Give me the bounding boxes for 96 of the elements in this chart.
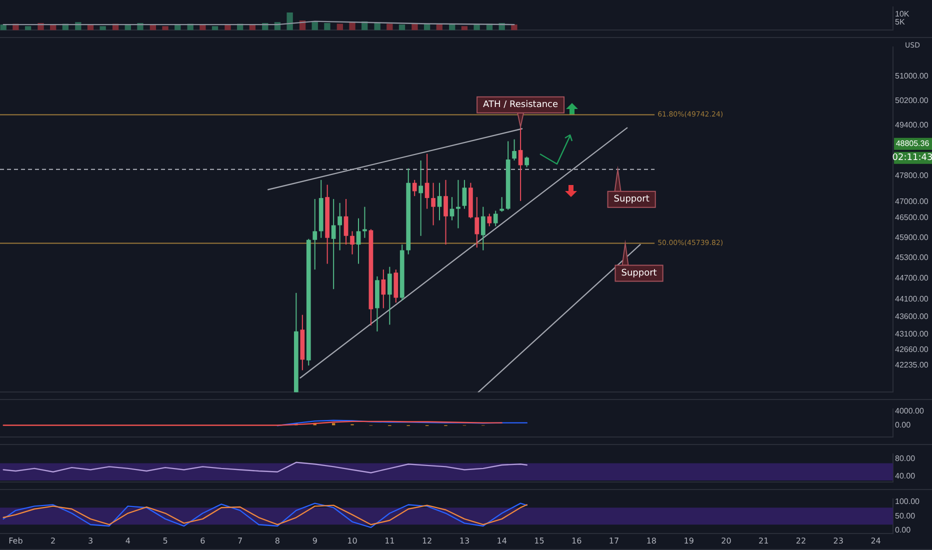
bar: [336, 24, 344, 30]
y-tick-label: 42660.00: [895, 345, 929, 354]
bar: [0, 24, 6, 30]
annotation: 48805.36: [896, 139, 930, 148]
y-tick-label: 49400.00: [895, 120, 929, 130]
candlestick: [338, 202, 342, 251]
bar: [286, 12, 293, 30]
y-tick-label: 51000.00: [895, 72, 929, 81]
bar: [474, 24, 480, 30]
bar: [162, 26, 168, 30]
bar: [200, 24, 206, 30]
bar: [324, 22, 330, 30]
y-tick-label: 44100.00: [895, 294, 929, 304]
x-tick-label: 15: [534, 536, 544, 546]
candlestick: [387, 266, 392, 326]
y-tick-label: 100.00: [895, 497, 920, 506]
y-tick-label: 45900.00: [895, 233, 929, 242]
x-tick-label: 24: [870, 536, 881, 546]
x-tick-label: 19: [684, 536, 694, 546]
y-tick-label: 0.00: [895, 420, 912, 430]
y-tick-label: 4000.00: [895, 406, 924, 416]
candlestick: [480, 206, 486, 251]
x-tick-label: 17: [608, 536, 620, 546]
x-tick-label: 7: [238, 536, 243, 546]
candlestick: [356, 218, 361, 264]
x-tick-label: 3: [88, 536, 94, 546]
y-tick-label: 50.00: [895, 511, 916, 520]
candlestick: [500, 196, 504, 212]
x-tick-label: 14: [496, 536, 507, 546]
x-tick-label: 23: [833, 536, 844, 546]
bar: [386, 24, 393, 30]
bar: [374, 22, 380, 30]
annotation: ATH / Resistance: [483, 100, 558, 110]
y-tick-label: 45300.00: [895, 253, 929, 262]
x-tick-label: 5: [162, 536, 168, 546]
x-tick-label: 21: [758, 536, 769, 546]
candlestick: [344, 198, 348, 246]
candlestick: [381, 269, 386, 309]
x-tick-label: 11: [384, 536, 395, 546]
y-tick-label: 10K: [895, 9, 910, 18]
bar: [511, 24, 518, 30]
y-tick-label: 43100.00: [895, 329, 929, 338]
y-tick-label: 43600.00: [895, 312, 929, 321]
candlestick: [512, 138, 516, 161]
candlestick: [350, 230, 354, 255]
y-tick-label: 0.00: [895, 525, 912, 534]
x-tick-label: 2: [50, 536, 56, 546]
candlestick: [474, 196, 480, 248]
candlestick: [462, 179, 467, 210]
x-tick-label: 18: [646, 536, 657, 546]
x-tick-label: 20: [721, 536, 732, 546]
y-tick-label: 40.00: [895, 471, 916, 480]
bar: [436, 24, 442, 30]
candlestick: [418, 160, 423, 236]
bar: [224, 24, 231, 30]
bar: [100, 26, 106, 30]
candlestick: [412, 179, 417, 197]
x-tick-label: 22: [796, 536, 806, 546]
bar: [349, 22, 356, 30]
y-tick-label: 44700.00: [895, 274, 929, 283]
annotation: Support: [621, 268, 658, 279]
y-tick-label: 42235.00: [895, 360, 929, 370]
x-tick-label: 12: [422, 536, 432, 546]
candlestick: [331, 198, 336, 290]
x-tick-label: 10: [347, 536, 358, 546]
y-tick-label: 47800.00: [895, 170, 929, 180]
annotation: Support: [614, 194, 650, 205]
x-tick-label: 8: [274, 536, 280, 546]
candlestick: [312, 198, 318, 270]
candlestick: [424, 153, 430, 210]
x-tick-label: Feb: [8, 536, 23, 546]
y-tick-label: 50200.00: [895, 96, 929, 105]
annotation: 02:11:43: [892, 153, 932, 164]
bar: [398, 24, 406, 30]
x-tick-label: 9: [312, 536, 318, 546]
y-tick-label: 5K: [895, 17, 906, 26]
bar: [449, 24, 456, 30]
x-tick-label: 16: [572, 536, 582, 546]
y-tick-label: 80.00: [895, 454, 916, 464]
candlestick: [487, 213, 492, 227]
x-tick-label: 13: [459, 536, 470, 546]
candlestick: [493, 210, 498, 227]
candlestick: [362, 206, 367, 238]
bar: [24, 26, 32, 30]
bar: [461, 26, 468, 30]
candlestick: [456, 179, 460, 229]
bar: [212, 26, 218, 30]
candlestick: [431, 182, 436, 226]
candlestick: [437, 182, 442, 221]
candlestick: [450, 196, 454, 221]
candlestick: [524, 156, 529, 168]
candlestick: [444, 179, 448, 246]
x-tick-label: 4: [125, 536, 130, 546]
y-tick-label: 47000.00: [895, 196, 929, 206]
y-tick-label: 46500.00: [895, 213, 929, 222]
x-tick-label: 6: [200, 536, 206, 546]
